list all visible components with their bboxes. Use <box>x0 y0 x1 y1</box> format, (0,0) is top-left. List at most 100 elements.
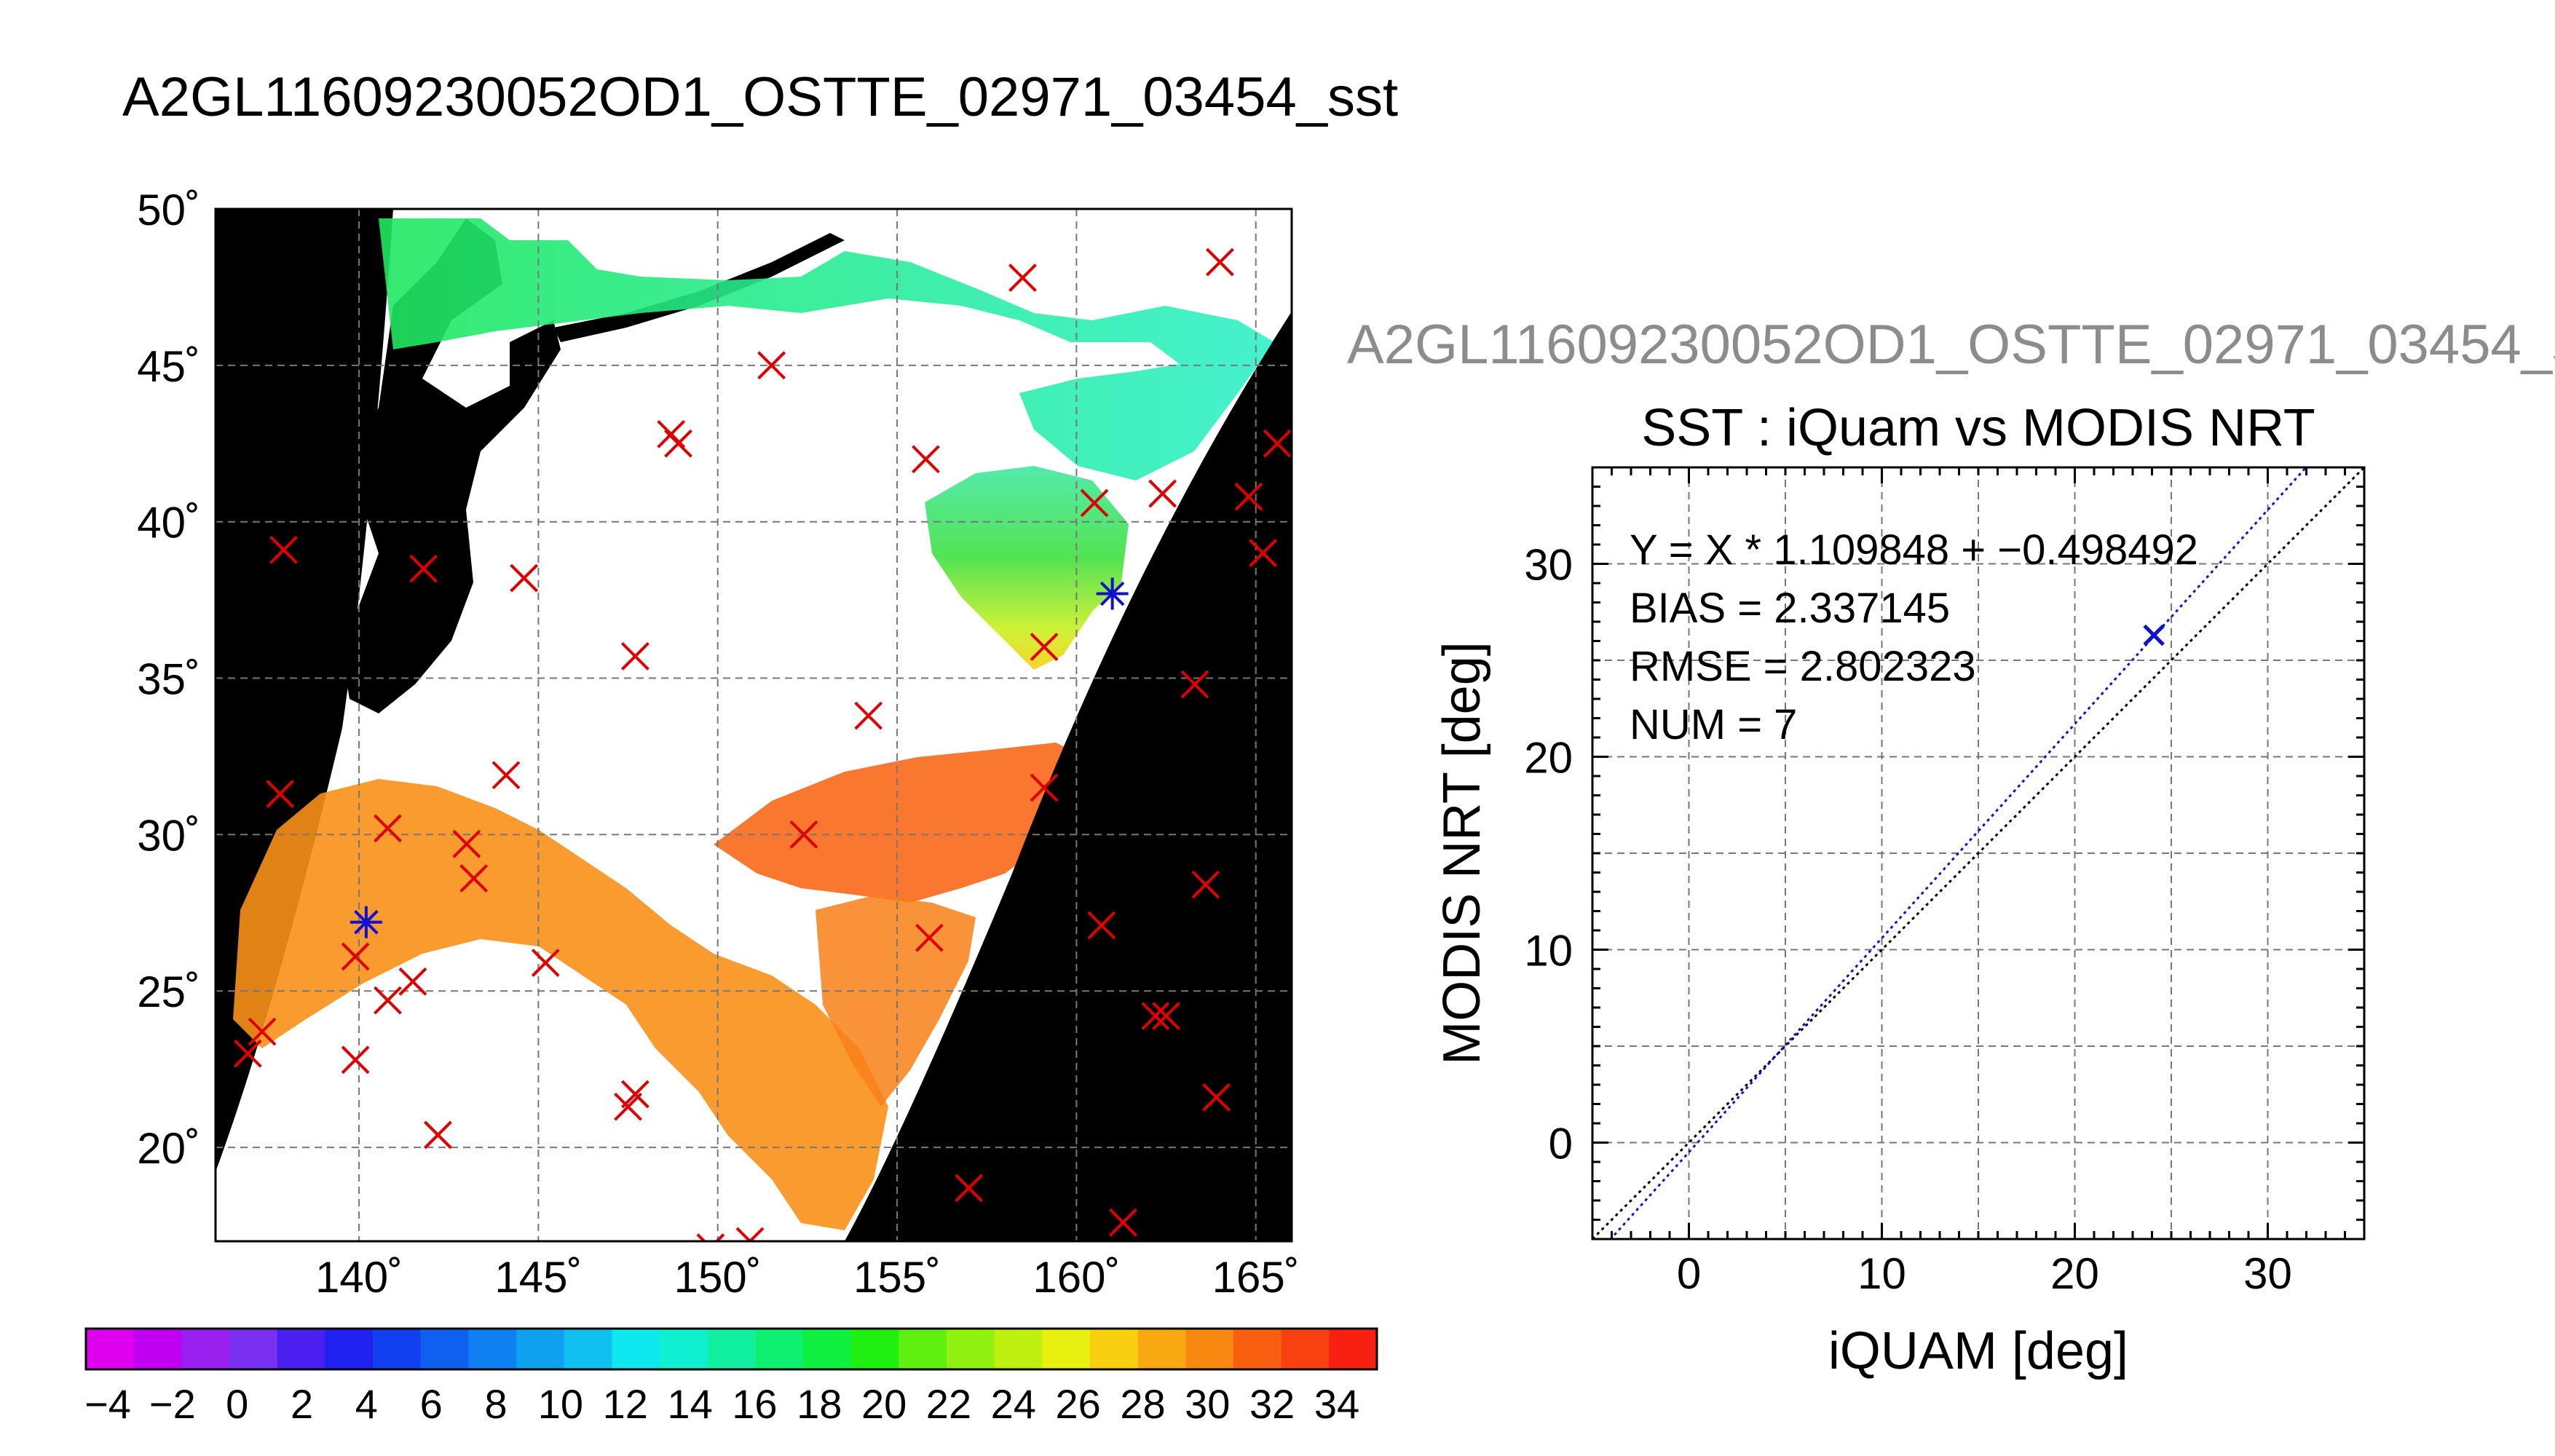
buoy-marker <box>915 923 944 952</box>
buoy-marker <box>374 986 402 1015</box>
buoy-marker <box>1234 482 1263 511</box>
stat-annotation: Y = X * 1.109848 + −0.498492 <box>1630 526 2198 574</box>
swath-cloud-area <box>216 209 1292 1241</box>
buoy-marker <box>621 642 649 670</box>
y-tick-label: 10 <box>1524 927 1573 976</box>
colorbar-cell <box>850 1329 899 1369</box>
buoy-marker <box>1152 1002 1180 1031</box>
colorbar-label: 14 <box>667 1381 712 1427</box>
colorbar-cell <box>325 1329 374 1369</box>
colorbar-cell <box>947 1329 995 1369</box>
buoy-marker <box>341 942 370 971</box>
buoy-marker <box>1191 870 1220 899</box>
buoy-marker <box>621 1080 649 1109</box>
buoy-marker <box>424 1120 452 1150</box>
colorbar-cell <box>277 1329 325 1369</box>
colorbar-cell <box>1233 1329 1282 1369</box>
colorbar-cell <box>564 1329 612 1369</box>
buoy-marker <box>912 445 940 474</box>
x-tick-label: 0 <box>1677 1249 1701 1298</box>
matchup-marker <box>350 906 382 938</box>
colorbar-cell <box>181 1329 230 1369</box>
colorbar-label: 24 <box>991 1381 1036 1427</box>
buoy-marker <box>757 351 786 380</box>
colorbar-cell <box>373 1329 422 1369</box>
buoy-marker <box>789 820 818 849</box>
lat-tick-label: 30˚ <box>137 811 200 860</box>
colorbar-label: 6 <box>420 1381 443 1427</box>
colorbar-cell <box>1185 1329 1234 1369</box>
buoy-marker <box>1030 633 1059 661</box>
buoy-marker <box>248 1017 277 1046</box>
colorbar-cell <box>660 1329 708 1369</box>
buoy-marker <box>398 967 427 996</box>
sst-orange-mid <box>816 895 976 1107</box>
colorbar-cell <box>899 1329 947 1369</box>
sst-green-okhotsk <box>379 218 1274 480</box>
colorbar-cell <box>755 1329 804 1369</box>
buoy-marker <box>1148 479 1177 508</box>
colorbar-cell <box>229 1329 278 1369</box>
colorbar-label: 20 <box>861 1381 907 1427</box>
colorbar-label: 12 <box>603 1381 648 1427</box>
sst-map: 50˚ 45˚ 40˚ 35˚ 30˚ 25˚ 20˚ 140˚ 145˚ 150˚ 155˚ 16… <box>137 186 1299 1302</box>
y-tick-label: 30 <box>1524 541 1573 590</box>
regression-line <box>1608 467 2308 1239</box>
colorbar-label: 8 <box>484 1381 507 1427</box>
buoy-marker <box>459 864 489 893</box>
buoy-marker <box>1141 1002 1170 1031</box>
colorbar-label: 10 <box>538 1381 583 1427</box>
sst-orange-southwest <box>233 779 888 1230</box>
colorbar-label: 28 <box>1120 1381 1165 1427</box>
colorbar-cell <box>707 1329 756 1369</box>
data-point <box>2143 624 2165 646</box>
lon-tick-label: 165˚ <box>1212 1253 1300 1302</box>
colorbar-cell <box>803 1329 852 1369</box>
x-tick-label: 10 <box>1857 1249 1906 1298</box>
colorbar-label: 26 <box>1055 1381 1100 1427</box>
buoy-marker <box>664 429 692 458</box>
buoy-marker <box>854 701 883 730</box>
buoy-marker <box>696 1233 725 1241</box>
colorbar-cell <box>612 1329 660 1369</box>
buoy-marker <box>510 563 539 593</box>
lat-tick-label: 50˚ <box>137 186 200 234</box>
buoy-marker <box>955 1174 984 1203</box>
colorbar-label: −4 <box>84 1381 131 1427</box>
colorbar-cell <box>468 1329 517 1369</box>
one-to-one-line <box>1592 467 2364 1239</box>
buoy-marker <box>1087 911 1116 940</box>
colorbar-cell <box>1329 1329 1378 1369</box>
lat-tick-label: 20˚ <box>137 1124 200 1173</box>
buoy-marker <box>1202 1083 1231 1112</box>
buoy-marker <box>1030 773 1059 802</box>
buoy-marker <box>233 1039 262 1068</box>
x-axis-label: iQUAM [deg] <box>1828 1322 2128 1380</box>
y-tick-label: 0 <box>1549 1120 1573 1168</box>
buoy-marker <box>1080 488 1109 518</box>
buoy-marker <box>269 535 299 564</box>
buoy-marker <box>1206 248 1234 277</box>
scatter-title: SST : iQuam vs MODIS NRT <box>1641 399 2315 457</box>
colorbar-cell <box>1281 1329 1330 1369</box>
buoy-marker <box>1249 539 1278 568</box>
colorbar-label: 0 <box>226 1381 248 1427</box>
scatter-plot: SST : iQuam vs MODIS NRT 0 10 20 30 0 10 20 30… <box>1433 399 2366 1380</box>
stat-annotation: NUM = 7 <box>1630 701 1797 748</box>
lat-tick-label: 25˚ <box>137 968 200 1016</box>
colorbar-label: 22 <box>926 1381 971 1427</box>
x-tick-label: 20 <box>2050 1249 2099 1298</box>
colorbar-label: 16 <box>732 1381 777 1427</box>
buoy-marker <box>452 829 481 858</box>
matchup-marker <box>1096 577 1129 610</box>
buoy-marker <box>409 554 438 583</box>
colorbar-label: 2 <box>291 1381 313 1427</box>
lat-tick-label: 40˚ <box>137 499 200 547</box>
colorbar-cell <box>1137 1329 1186 1369</box>
colorbar-frame <box>84 1327 1378 1371</box>
lon-tick-label: 150˚ <box>674 1253 762 1302</box>
colorbar-cell <box>1042 1329 1091 1369</box>
colorbar-cell <box>133 1329 182 1369</box>
buoy-marker <box>1109 1208 1137 1237</box>
